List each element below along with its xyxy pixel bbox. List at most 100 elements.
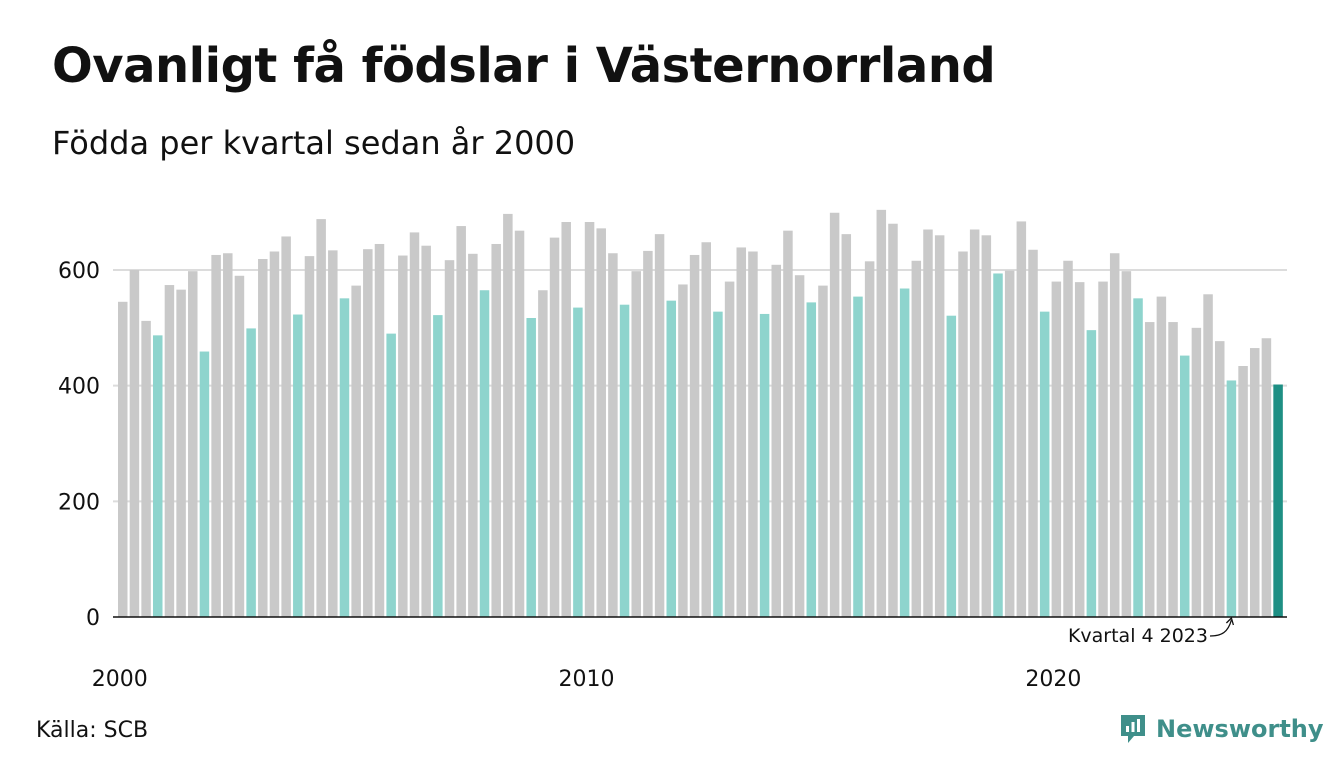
bar-2017-q1 — [911, 260, 922, 617]
bar-2023-q1 — [1191, 327, 1202, 617]
bar-2004-q4 — [339, 298, 350, 617]
bar-2004-q1 — [304, 256, 315, 617]
source-note: Källa: SCB — [36, 718, 149, 743]
bar-2024-q1 — [1238, 366, 1248, 617]
bar-2002-q2 — [223, 253, 233, 618]
x-axis-labels: 2000 2010 2020 — [92, 667, 1082, 692]
bar-2010-q4 — [619, 304, 630, 617]
y-tick-label-200: 200 — [58, 490, 100, 515]
bar-2006-q2 — [409, 232, 420, 617]
bar-2016-q3 — [888, 223, 898, 618]
bar-2011-q1 — [631, 271, 641, 617]
bar-2010-q2 — [596, 228, 606, 618]
bar-2022-q2 — [1156, 296, 1167, 617]
bar-2015-q3 — [841, 234, 852, 617]
chart-title: Ovanligt få födslar i Västernorrland — [52, 38, 996, 94]
bar-2011-q2 — [643, 250, 653, 617]
bars-layer — [118, 209, 1283, 618]
chart-subtitle: Födda per kvartal sedan år 2000 — [52, 124, 576, 162]
annotation-label: Kvartal 4 2023 — [1068, 625, 1208, 647]
bar-2024-q3 — [1261, 338, 1272, 617]
bar-2006-q1 — [398, 255, 408, 618]
bar-2018-q2 — [969, 229, 980, 617]
bar-2017-q4 — [946, 315, 957, 617]
y-tick-label-0: 0 — [86, 606, 100, 631]
annotation-arrow — [1209, 619, 1233, 637]
bar-2014-q3 — [794, 275, 805, 617]
bar-2021-q4 — [1133, 298, 1143, 617]
bar-2012-q4 — [713, 311, 723, 617]
y-tick-label-400: 400 — [58, 375, 100, 400]
bar-2011-q4 — [666, 300, 676, 617]
bar-2003-q2 — [269, 251, 280, 618]
bar-2002-q3 — [234, 275, 245, 617]
bar-2019-q1 — [1004, 270, 1015, 617]
bar-2001-q1 — [164, 285, 175, 617]
bar-2009-q1 — [538, 290, 548, 617]
bar-2008-q1 — [491, 243, 501, 617]
annotation-arrowhead — [1225, 616, 1235, 626]
bar-2023-q4 — [1226, 380, 1237, 617]
bar-2007-q3 — [468, 253, 478, 617]
bar-2016-q4 — [899, 288, 910, 617]
bar-2022-q1 — [1144, 322, 1155, 617]
x-tick-label-2020: 2020 — [1025, 667, 1081, 692]
bar-2015-q1 — [818, 285, 828, 617]
bar-2005-q3 — [374, 243, 385, 617]
bar-2018-q4 — [993, 273, 1003, 617]
bar-2007-q1 — [444, 260, 455, 617]
bar-2021-q2 — [1109, 253, 1120, 618]
bar-2003-q4 — [293, 314, 303, 617]
bar-2008-q2 — [503, 213, 513, 617]
y-tick-label-600: 600 — [58, 259, 100, 284]
x-tick-label-2010: 2010 — [559, 667, 615, 692]
bar-2005-q4 — [386, 333, 396, 617]
bar-2009-q2 — [549, 237, 560, 618]
bar-2000-q1 — [118, 301, 128, 617]
bar-2013-q1 — [724, 281, 735, 617]
bar-2023-q3 — [1214, 341, 1225, 617]
bar-chart: 0 200 400 600 2000 2010 2020 Kvartal 4 2023 — [58, 209, 1287, 692]
bar-2019-q4 — [1039, 311, 1050, 617]
bar-2016-q2 — [876, 209, 887, 617]
bar-2007-q2 — [456, 226, 466, 618]
bar-2022-q3 — [1168, 322, 1178, 617]
bar-2010-q1 — [584, 222, 595, 617]
bar-2012-q2 — [689, 254, 700, 617]
bar-2008-q3 — [514, 230, 525, 618]
bar-2020-q1 — [1051, 281, 1062, 617]
bar-2014-q1 — [771, 264, 782, 617]
bar-2014-q2 — [783, 230, 793, 618]
bar-2021-q1 — [1098, 281, 1108, 617]
bar-2015-q2 — [829, 212, 840, 617]
bar-2002-q1 — [211, 254, 221, 617]
bar-2024-q4 — [1273, 384, 1283, 617]
bar-2001-q4 — [199, 351, 210, 617]
brand-logo[interactable]: Newsworthy — [1118, 712, 1324, 746]
bar-2003-q3 — [281, 236, 291, 617]
bar-2016-q1 — [864, 261, 875, 617]
bar-2015-q4 — [853, 296, 863, 617]
bar-2000-q2 — [129, 270, 140, 617]
x-tick-label-2000: 2000 — [92, 667, 148, 692]
bar-2009-q4 — [573, 307, 583, 617]
bar-2018-q1 — [958, 251, 968, 618]
bar-2024-q2 — [1249, 348, 1260, 617]
bar-2019-q2 — [1016, 221, 1027, 618]
bar-2020-q4 — [1086, 330, 1097, 617]
bar-2010-q3 — [608, 253, 618, 618]
bar-2004-q3 — [328, 250, 338, 617]
bar-2017-q2 — [923, 229, 933, 617]
bar-2021-q3 — [1121, 271, 1132, 617]
bar-2018-q3 — [981, 235, 992, 618]
bar-2000-q3 — [141, 320, 151, 617]
bar-2001-q2 — [176, 289, 186, 617]
bar-2020-q3 — [1074, 282, 1085, 617]
newsworthy-logo-icon — [1121, 715, 1145, 743]
bar-2013-q2 — [736, 247, 747, 617]
bar-2007-q4 — [479, 290, 490, 617]
bar-2005-q1 — [351, 285, 361, 617]
bar-2020-q2 — [1063, 260, 1073, 617]
bar-2005-q2 — [363, 249, 373, 617]
bar-2009-q3 — [561, 222, 571, 617]
